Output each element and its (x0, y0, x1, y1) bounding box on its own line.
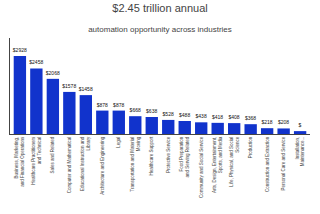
svg-text:Sales and Related: Sales and Related (50, 136, 55, 173)
svg-text:Educational Instruction andLib: Educational Instruction andLibrary (80, 136, 91, 191)
svg-text:$1578: $1578 (62, 83, 76, 89)
svg-text:Life, Physical, and SocialScie: Life, Physical, and SocialScience (229, 136, 240, 187)
svg-text:$368: $368 (245, 115, 256, 121)
svg-text:$208: $208 (278, 119, 289, 125)
svg-text:$528: $528 (163, 111, 174, 117)
svg-text:Transportation and MaterialMov: Transportation and MaterialMoving (130, 136, 141, 191)
svg-text:Healthcare Practitionersand Te: Healthcare Practitionersand Technical (31, 136, 42, 185)
svg-text:$638: $638 (146, 108, 157, 114)
svg-text:Construction and Extraction: Construction and Extraction (265, 136, 270, 192)
svg-text:Installation,Maintenance...: Installation,Maintenance... (295, 137, 306, 167)
svg-text:Business, Marketing,and Financ: Business, Marketing,and Financial Operat… (14, 136, 25, 187)
svg-text:Computer and Mathematical: Computer and Mathematical (67, 137, 72, 194)
svg-text:$2458: $2458 (29, 59, 43, 65)
svg-text:$488: $488 (179, 112, 190, 118)
svg-text:$408: $408 (229, 114, 240, 120)
svg-text:$: $ (299, 122, 302, 128)
svg-text:Legal: Legal (116, 137, 121, 148)
svg-text:$668: $668 (130, 107, 141, 113)
svg-text:$878: $878 (113, 102, 124, 108)
svg-text:Production: Production (248, 136, 253, 158)
svg-text:automation opportunity across: automation opportunity across industries (88, 25, 232, 34)
svg-text:Food Preparationand Serving Re: Food Preparationand Serving Related (179, 136, 190, 177)
svg-text:$2068: $2068 (46, 70, 60, 76)
svg-text:Architecture and Engineering: Architecture and Engineering (100, 136, 105, 195)
svg-text:Personal Care and Service: Personal Care and Service (281, 136, 286, 190)
svg-text:Community and Social Service: Community and Social Service (199, 136, 204, 198)
svg-text:$2928: $2928 (13, 47, 27, 53)
svg-text:$218: $218 (261, 119, 272, 125)
svg-text:$418: $418 (212, 114, 223, 120)
svg-text:Arts, Design, Entertainment,Sp: Arts, Design, Entertainment,Sports, and … (212, 136, 223, 193)
svg-text:Protective Service: Protective Service (166, 136, 171, 173)
svg-text:$2.45 trillion annual: $2.45 trillion annual (112, 2, 207, 14)
svg-text:$1458: $1458 (79, 86, 93, 92)
svg-text:$438: $438 (196, 113, 207, 119)
svg-text:$878: $878 (97, 102, 108, 108)
svg-text:Healthcare Support: Healthcare Support (149, 136, 154, 176)
